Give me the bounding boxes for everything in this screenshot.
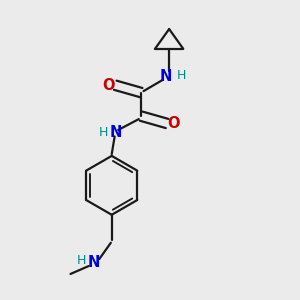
Text: N: N: [160, 69, 172, 84]
Text: O: O: [167, 116, 180, 131]
Text: O: O: [103, 78, 115, 93]
Text: N: N: [88, 255, 100, 270]
Text: H: H: [177, 69, 186, 82]
Text: H: H: [77, 254, 86, 267]
Text: H: H: [99, 126, 108, 139]
Text: N: N: [110, 125, 122, 140]
